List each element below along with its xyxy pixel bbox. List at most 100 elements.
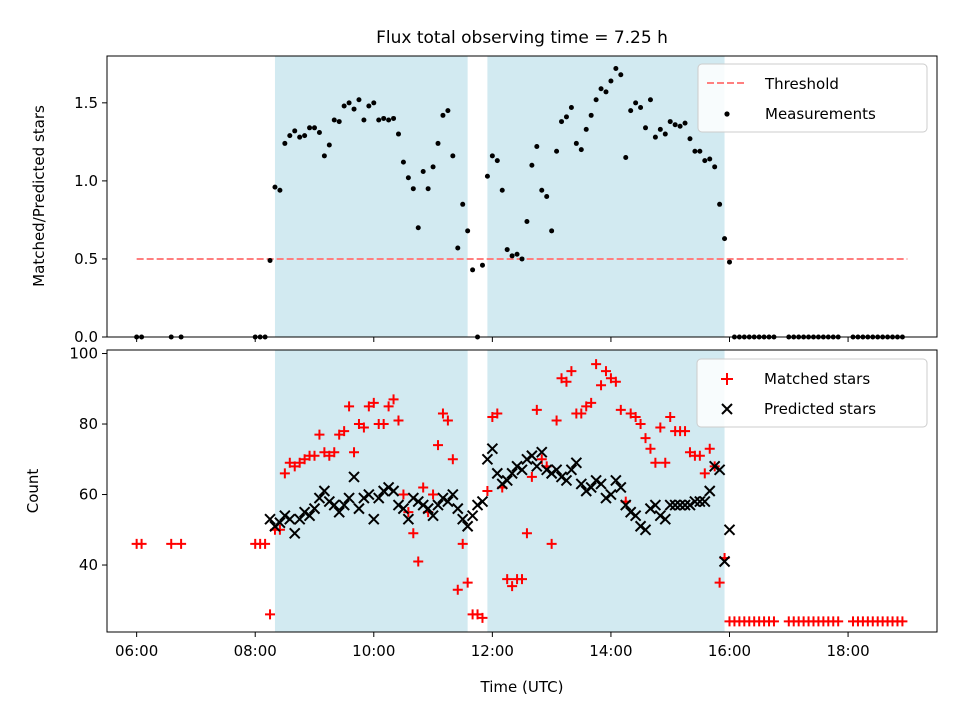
measurement-point [465, 228, 471, 234]
top-y-tick-label: 1.0 [74, 172, 98, 190]
predicted-star-point [600, 492, 612, 504]
predicted-star-point [575, 478, 587, 490]
measurement-point [568, 105, 574, 111]
predicted-star-point [323, 495, 336, 508]
measurement-point [494, 158, 500, 164]
matched-star-point [378, 419, 389, 430]
predicted-star-point [526, 450, 538, 462]
measurement-point [593, 97, 599, 103]
measurement-point [415, 225, 421, 231]
matched-star-point [576, 408, 587, 419]
legend-predicted-label: Predicted stars [764, 400, 876, 418]
predicted-star-point [486, 442, 499, 455]
predicted-star-point [353, 502, 365, 515]
measurement-point [509, 253, 515, 259]
matched-star-point [344, 401, 355, 412]
measurement-point [282, 140, 288, 146]
predicted-star-point [476, 495, 489, 508]
measurement-point [420, 169, 426, 175]
matched-star-point [897, 616, 908, 627]
predicted-star-point [620, 499, 632, 511]
matched-star-point [393, 415, 404, 426]
predicted-star-point [412, 495, 424, 508]
measurement-point [302, 133, 308, 139]
measurement-point [712, 164, 718, 170]
predicted-star-point [289, 527, 301, 540]
measurement-point [608, 78, 614, 84]
measurement-point [722, 236, 728, 242]
predicted-star-point [694, 495, 706, 508]
matched-star-point [398, 489, 409, 500]
measurement-point [361, 117, 367, 123]
predicted-star-point [585, 481, 597, 494]
matched-star-point [640, 433, 651, 444]
predicted-star-point [279, 509, 291, 522]
bottom-panel: 40 60 80 100 06:00 08:00 10:00 12:00 14:00 16:00… [24, 345, 938, 696]
predicted-star-point [269, 520, 281, 532]
predicted-star-point [689, 495, 701, 508]
x-tick-label: 18:00 [826, 642, 869, 660]
measurement-point [623, 154, 629, 160]
predicted-star-point [679, 499, 691, 511]
predicted-star-point [555, 471, 568, 483]
matched-star-point [699, 468, 710, 479]
measurement-point [504, 247, 510, 253]
predicted-star-point [506, 467, 518, 480]
predicted-star-point [313, 492, 326, 504]
measurement-point [613, 65, 619, 71]
matched-star-point [714, 577, 725, 588]
measurement-point [628, 108, 634, 114]
predicted-star-point [723, 524, 736, 536]
measurement-point [287, 133, 293, 139]
matched-star-point [660, 457, 671, 468]
measurement-point [455, 245, 461, 251]
measurement-point [524, 218, 530, 224]
matched-star-point [437, 408, 448, 419]
matched-star-point [477, 612, 488, 623]
predicted-star-point [308, 502, 321, 515]
measurement-point [292, 128, 298, 134]
top-x-ticks [136, 337, 849, 342]
predicted-star-point [373, 492, 385, 504]
predicted-star-point [659, 513, 671, 525]
measurement-point [371, 100, 377, 106]
top-y-axis: 0.0 0.5 1.0 1.5 [74, 94, 107, 346]
predicted-star-point [708, 460, 721, 473]
predicted-star-point [481, 453, 494, 465]
predicted-star-point [432, 499, 444, 511]
measurement-point [460, 201, 466, 207]
predicted-star-point [649, 499, 662, 511]
bottom-observing-spans [274, 350, 725, 632]
predicted-star-point [521, 453, 533, 465]
matched-star-point [507, 581, 518, 592]
predicted-star-point [303, 509, 316, 522]
matched-star-point [526, 471, 537, 482]
matched-star-point [521, 528, 532, 539]
predicted-star-point [363, 488, 375, 501]
bottom-x-axis: 06:00 08:00 10:00 12:00 14:00 16:00 18:00 [115, 632, 870, 660]
predicted-star-point [457, 513, 469, 525]
matched-star-point [166, 538, 177, 549]
matched-star-point [561, 376, 572, 387]
x-tick-label: 08:00 [234, 642, 277, 660]
measurement-point [687, 136, 693, 142]
predicted-star-point [629, 509, 642, 522]
measurement-point [652, 134, 658, 140]
predicted-star-point [377, 485, 390, 497]
x-tick-label: 06:00 [115, 642, 158, 660]
predicted-star-point [699, 495, 711, 508]
measurement-point [563, 114, 569, 120]
predicted-star-point [560, 474, 573, 487]
matched-star-point [704, 443, 715, 454]
predicted-star-point [624, 506, 637, 518]
predicted-star-point [284, 513, 296, 525]
measurement-point [425, 186, 431, 192]
predicted-star-point [639, 524, 652, 536]
predicted-star-point [674, 499, 686, 511]
x-tick-label: 14:00 [589, 642, 632, 660]
measurement-point [657, 126, 663, 132]
predicted-star-point [447, 488, 459, 501]
predicted-star-point [417, 499, 429, 511]
measurement-point [445, 108, 451, 114]
predicted-star-point [550, 464, 563, 476]
